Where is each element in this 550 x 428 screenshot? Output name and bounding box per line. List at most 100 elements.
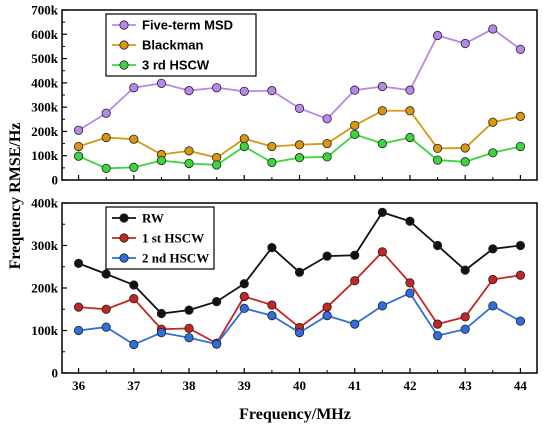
data-point: [405, 278, 415, 288]
data-point: [156, 78, 167, 88]
data-point: [405, 106, 415, 116]
data-point: [101, 269, 111, 279]
data-point: [515, 316, 526, 326]
x-tick-label: 37: [127, 378, 141, 393]
data-point: [294, 140, 305, 150]
data-point: [322, 251, 332, 261]
legend-marker: [119, 40, 129, 50]
data-point: [515, 141, 526, 152]
top-series-layer: [73, 24, 526, 173]
legend-marker: [119, 233, 129, 243]
data-point: [212, 339, 222, 349]
legend-label: Blackman: [142, 38, 203, 53]
data-point: [432, 240, 443, 251]
data-point: [350, 85, 360, 95]
data-point: [73, 151, 84, 161]
y-axis-title: Frequency RMSE/Hz: [7, 123, 24, 270]
data-point: [294, 267, 305, 277]
bottom-series-layer: [73, 207, 526, 350]
data-point: [239, 141, 249, 152]
data-point: [460, 265, 470, 275]
data-point: [101, 322, 111, 332]
data-point: [322, 302, 332, 312]
top-legend: Five-term MSD Blackman 3 rd HSCW: [105, 13, 257, 77]
data-point: [515, 270, 526, 280]
data-point: [101, 304, 111, 314]
data-point: [350, 120, 360, 130]
data-point: [73, 125, 84, 135]
data-point: [377, 207, 387, 217]
data-point: [239, 134, 249, 144]
y-tick-label: 0: [52, 366, 59, 381]
y-tick-label: 400k: [31, 75, 59, 90]
legend-item: Five-term MSD: [112, 18, 233, 33]
data-point: [184, 158, 194, 169]
data-point: [460, 312, 470, 322]
series-five-term-msd: [73, 24, 526, 135]
data-point: [460, 38, 470, 49]
data-point: [515, 111, 526, 121]
bottom-y-axis: 0 100k 200k 300k 400k: [31, 196, 67, 381]
y-tick-label: 300k: [31, 100, 59, 115]
data-point: [432, 30, 443, 41]
data-point: [239, 279, 249, 289]
x-tick-label: 40: [293, 378, 306, 393]
data-point: [184, 333, 194, 343]
y-tick-label: 0: [52, 173, 59, 188]
series-line: [78, 109, 521, 159]
y-tick-label: 600k: [31, 27, 59, 42]
data-point: [405, 132, 415, 143]
legend-item: 3 rd HSCW: [112, 58, 210, 73]
data-point: [488, 301, 498, 311]
data-point: [515, 44, 526, 54]
legend-item: 2 nd HSCW: [112, 251, 209, 266]
data-point: [129, 83, 139, 93]
y-tick-label: 100k: [31, 323, 59, 338]
data-point: [267, 86, 277, 96]
data-point: [101, 132, 111, 143]
data-point: [184, 146, 194, 156]
legend-marker: [119, 60, 129, 70]
data-point: [212, 160, 222, 170]
data-point: [350, 250, 360, 260]
data-point: [350, 276, 360, 286]
data-point: [405, 288, 415, 298]
legend-item: 1 st HSCW: [112, 231, 204, 246]
data-point: [350, 319, 360, 329]
series-line: [78, 133, 521, 170]
data-point: [267, 311, 277, 321]
bottom-panel: 0 100k 200k 300k 400k 36 37 38 39 40 41 42 43 44 RW 1…: [31, 196, 538, 393]
data-point: [405, 85, 415, 95]
data-point: [322, 114, 332, 124]
x-tick-label: 42: [403, 378, 416, 393]
data-point: [432, 155, 443, 165]
x-tick-label: 38: [183, 378, 197, 393]
data-point: [267, 141, 277, 152]
data-point: [322, 152, 332, 162]
data-point: [377, 138, 387, 149]
data-point: [239, 86, 249, 96]
bottom-legend: RW 1 st HSCW 2 nd HSCW: [105, 206, 215, 270]
y-tick-label: 300k: [31, 238, 59, 253]
x-tick-label: 41: [348, 378, 361, 393]
data-point: [129, 280, 139, 290]
data-point: [322, 311, 332, 321]
legend-marker: [119, 213, 129, 223]
data-point: [73, 258, 84, 268]
legend-label: 3 rd HSCW: [142, 58, 210, 73]
x-tick-label: 44: [514, 378, 528, 393]
data-point: [156, 328, 167, 338]
data-point: [129, 294, 139, 304]
data-point: [294, 153, 305, 163]
data-point: [129, 339, 139, 350]
legend-label: 2 nd HSCW: [142, 251, 209, 266]
x-axis-title: Frequency/MHz: [239, 406, 351, 423]
legend-label: 1 st HSCW: [142, 231, 204, 246]
series-2-nd-hscw: [73, 288, 526, 350]
data-point: [267, 300, 277, 310]
data-point: [267, 157, 277, 168]
data-point: [73, 141, 84, 152]
data-point: [101, 108, 111, 118]
data-point: [377, 301, 387, 311]
